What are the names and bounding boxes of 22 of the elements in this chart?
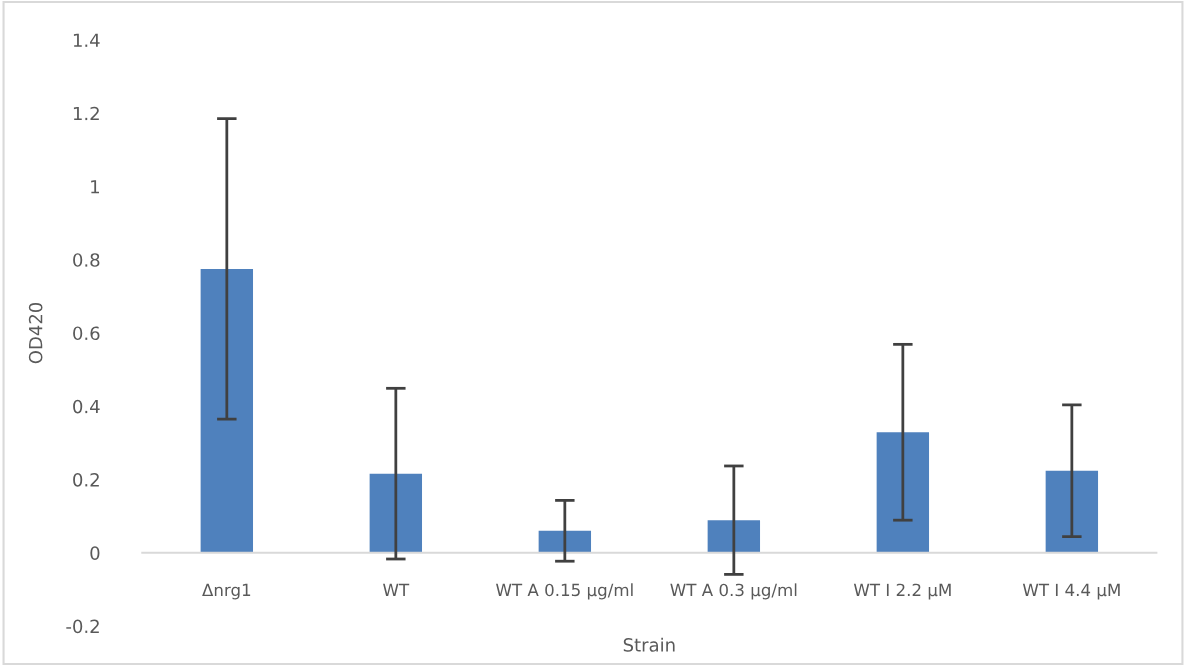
x-tick-label: WT I 2.2 µM <box>853 583 951 600</box>
x-tick-label: WT I 4.4 µM <box>1022 583 1120 600</box>
y-axis-title: OD420 <box>28 302 43 364</box>
y-tick-label: 0.8 <box>73 253 100 267</box>
x-axis-title: Strain <box>623 637 675 652</box>
y-tick-label: 0 <box>90 546 100 560</box>
x-tick-label: WT A 0.3 µg/ml <box>670 583 797 600</box>
x-tick-label: WT A 0.15 µg/ml <box>496 583 633 600</box>
y-tick-label: 1.2 <box>73 106 99 121</box>
x-tick-label: WT <box>383 583 410 596</box>
bar <box>369 473 423 553</box>
y-tick-label: 0.4 <box>73 399 100 414</box>
y-tick-label: 0.6 <box>73 326 100 341</box>
bar <box>707 520 761 553</box>
bar <box>1045 470 1099 553</box>
bar <box>876 432 930 553</box>
y-tick-label: 1.4 <box>73 33 100 47</box>
y-tick-label: 0.2 <box>73 472 99 487</box>
y-tick-label: -0.2 <box>66 619 99 634</box>
y-tick-label: 1 <box>91 180 99 194</box>
x-tick-label: Δnrg1 <box>202 583 251 600</box>
bar <box>200 268 254 553</box>
